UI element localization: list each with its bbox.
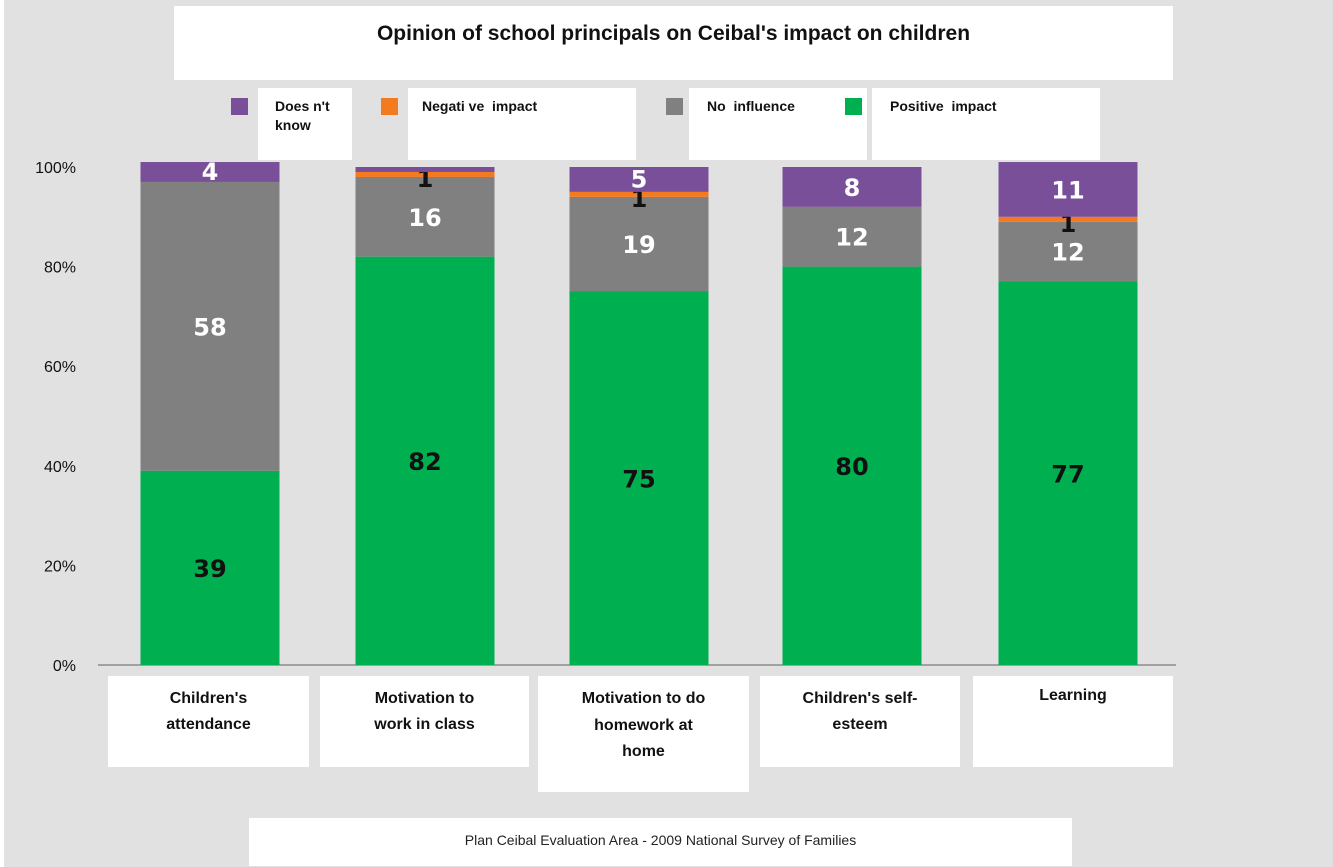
category-box-motivation-homework: Motivation to do homework at home bbox=[538, 676, 749, 792]
bar-segment-doesn-t-know bbox=[355, 167, 495, 172]
category-label-line: Learning bbox=[1039, 687, 1107, 704]
data-label: 19 bbox=[622, 231, 655, 259]
bar-segment-doesn-t-know bbox=[569, 167, 709, 192]
bar-segment-no-influence bbox=[140, 181, 280, 471]
bar-segment-negative-impact bbox=[998, 216, 1138, 222]
bar-segment-no-influence bbox=[782, 206, 922, 267]
legend-label-doesnt-know-line1: Does n't bbox=[275, 98, 330, 114]
category-box-learning: Learning bbox=[973, 676, 1173, 767]
chart-title: Opinion of school principals on Ceibal's… bbox=[376, 22, 971, 45]
bar-segment-no-influence bbox=[569, 196, 709, 292]
category-label-line: home bbox=[622, 743, 665, 760]
bar-segment-doesn-t-know bbox=[140, 162, 280, 182]
legend-label-doesnt-know-line2: know bbox=[275, 117, 311, 133]
legend-swatch-doesnt-know bbox=[231, 98, 248, 115]
y-tick-label: 0% bbox=[53, 658, 76, 675]
category-label-line: homework at bbox=[594, 717, 693, 734]
category-box-motivation-class: Motivation to work in class bbox=[320, 676, 529, 767]
legend-label-positive-impact: Positive impact bbox=[890, 98, 997, 114]
data-label: 5 bbox=[631, 165, 648, 193]
data-label: 58 bbox=[193, 313, 226, 341]
bar-segment-doesn-t-know bbox=[998, 162, 1138, 217]
data-label: 75 bbox=[622, 465, 655, 493]
bar-segment-positive-impact bbox=[569, 291, 709, 665]
source-note: Plan Ceibal Evaluation Area - 2009 Natio… bbox=[464, 832, 857, 848]
data-label: 4 bbox=[202, 158, 219, 186]
source-box: Plan Ceibal Evaluation Area - 2009 Natio… bbox=[249, 818, 1072, 866]
bar-segment-negative-impact bbox=[355, 171, 495, 177]
y-tick-label: 100% bbox=[35, 160, 76, 177]
category-label-line: attendance bbox=[166, 716, 251, 733]
bar-segment-positive-impact bbox=[998, 281, 1138, 665]
legend-entry-negative-impact: Negati ve impact bbox=[408, 88, 636, 160]
bar-segment-negative-impact bbox=[569, 191, 709, 197]
legend-entry-doesnt-know: Does n't know bbox=[258, 88, 352, 160]
data-label: 12 bbox=[835, 224, 868, 252]
category-label-line: work in class bbox=[374, 716, 475, 733]
category-box-self-esteem: Children's self- esteem bbox=[760, 676, 960, 767]
data-label: 8 bbox=[844, 174, 861, 202]
category-box-attendance: Children's attendance bbox=[108, 676, 309, 767]
data-label: 80 bbox=[835, 453, 868, 481]
data-label: 82 bbox=[408, 448, 441, 476]
data-label: 39 bbox=[193, 555, 226, 583]
bar-segment-positive-impact bbox=[355, 256, 495, 665]
bar-segment-positive-impact bbox=[140, 470, 280, 665]
bar-segment-positive-impact bbox=[782, 266, 922, 665]
legend-entry-no-influence: No influence bbox=[689, 88, 867, 160]
data-label: 12 bbox=[1051, 239, 1084, 267]
y-tick-label: 20% bbox=[44, 558, 76, 575]
legend-entry-positive-impact: Positive impact bbox=[872, 88, 1100, 160]
data-label: 77 bbox=[1051, 460, 1084, 488]
legend-swatch-negative-impact bbox=[381, 98, 398, 115]
category-label-line: Motivation to bbox=[374, 690, 475, 707]
category-label-line: Children's self- bbox=[802, 690, 918, 707]
category-label-line: Children's bbox=[169, 690, 248, 707]
category-label-line: esteem bbox=[832, 716, 888, 733]
y-tick-label: 60% bbox=[44, 359, 76, 376]
bar-segment-no-influence bbox=[355, 176, 495, 257]
y-tick-label: 80% bbox=[44, 260, 76, 277]
category-label-line: Motivation to do bbox=[581, 690, 706, 707]
bar-segment-no-influence bbox=[998, 221, 1138, 282]
legend-label-no-influence: No influence bbox=[707, 98, 795, 114]
legend-label-negative-impact: Negati ve impact bbox=[422, 98, 538, 114]
bar-segment-doesn-t-know bbox=[782, 167, 922, 207]
y-tick-label: 40% bbox=[44, 459, 76, 476]
legend-swatch-positive-impact bbox=[845, 98, 862, 115]
title-box: Opinion of school principals on Ceibal's… bbox=[174, 6, 1173, 80]
data-label: 11 bbox=[1051, 176, 1084, 204]
legend-swatch-no-influence bbox=[666, 98, 683, 115]
data-label: 16 bbox=[408, 204, 441, 232]
